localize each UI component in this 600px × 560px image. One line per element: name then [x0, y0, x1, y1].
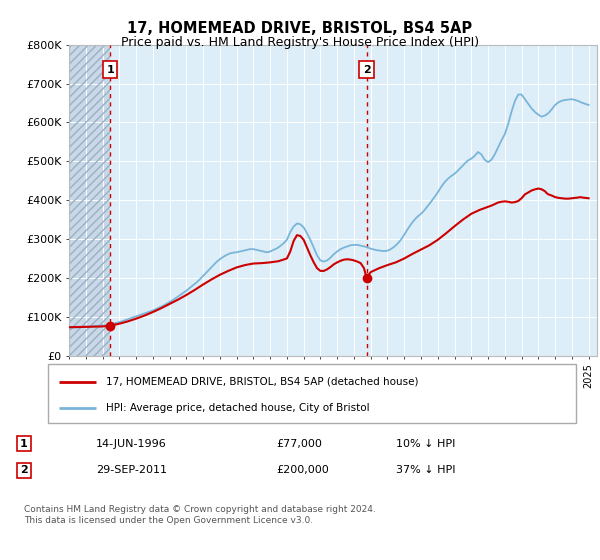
Text: 17, HOMEMEAD DRIVE, BRISTOL, BS4 5AP: 17, HOMEMEAD DRIVE, BRISTOL, BS4 5AP: [127, 21, 473, 36]
Text: 1: 1: [20, 438, 28, 449]
Text: £200,000: £200,000: [276, 465, 329, 475]
Text: 17, HOMEMEAD DRIVE, BRISTOL, BS4 5AP (detached house): 17, HOMEMEAD DRIVE, BRISTOL, BS4 5AP (de…: [106, 377, 419, 386]
Text: 1: 1: [106, 64, 114, 74]
FancyBboxPatch shape: [48, 364, 576, 423]
Text: 2: 2: [20, 465, 28, 475]
Text: 2: 2: [362, 64, 370, 74]
Text: Price paid vs. HM Land Registry's House Price Index (HPI): Price paid vs. HM Land Registry's House …: [121, 36, 479, 49]
Text: 14-JUN-1996: 14-JUN-1996: [96, 438, 167, 449]
Text: Contains HM Land Registry data © Crown copyright and database right 2024.
This d: Contains HM Land Registry data © Crown c…: [24, 505, 376, 525]
Text: 37% ↓ HPI: 37% ↓ HPI: [396, 465, 455, 475]
Text: £77,000: £77,000: [276, 438, 322, 449]
Bar: [69, 45, 110, 356]
Text: 29-SEP-2011: 29-SEP-2011: [96, 465, 167, 475]
Bar: [69, 45, 110, 356]
Text: HPI: Average price, detached house, City of Bristol: HPI: Average price, detached house, City…: [106, 403, 370, 413]
Text: 10% ↓ HPI: 10% ↓ HPI: [396, 438, 455, 449]
